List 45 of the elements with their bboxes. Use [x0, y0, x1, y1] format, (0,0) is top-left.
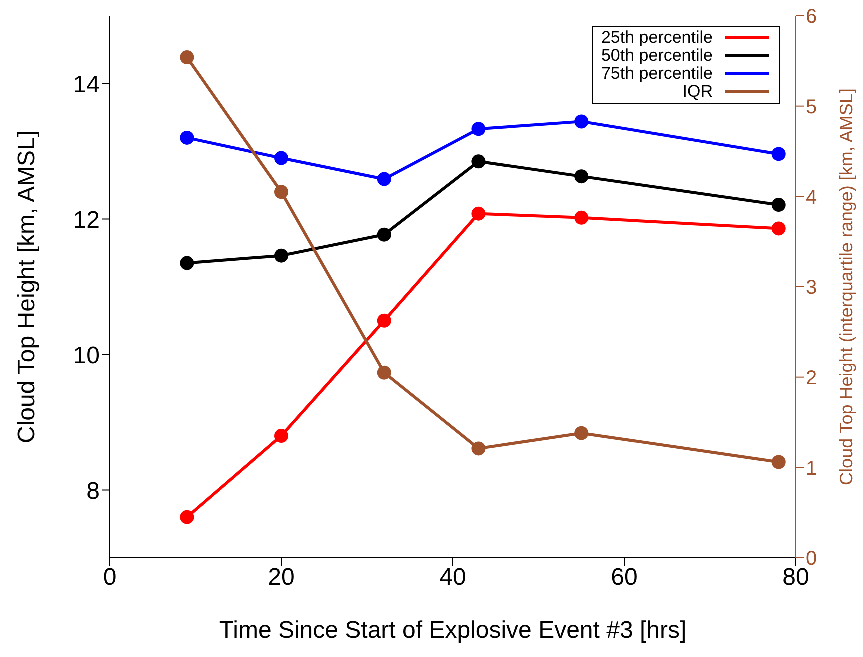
point — [574, 210, 589, 225]
point — [772, 222, 786, 236]
point — [274, 151, 288, 166]
y2-tick-label: 1 — [806, 458, 818, 480]
y2-axis-title: Cloud Top Height (interquartile range) [km, AMSL] — [836, 88, 856, 486]
point — [574, 426, 589, 440]
y2-tick-label: 4 — [806, 186, 818, 209]
legend-label: 50th percentile — [601, 46, 713, 65]
point — [574, 114, 589, 129]
y2-tick-label: 5 — [806, 96, 818, 118]
y-tick-label: 14 — [73, 71, 100, 98]
point — [472, 206, 486, 221]
y2-tick-label: 6 — [806, 6, 818, 28]
point — [180, 130, 194, 145]
point — [772, 198, 786, 212]
point — [180, 50, 194, 65]
point — [472, 442, 486, 456]
point — [377, 314, 392, 328]
y-tick-label: 10 — [73, 342, 100, 370]
point — [274, 185, 288, 200]
legend-label: 25th percentile — [601, 28, 713, 47]
point — [377, 366, 392, 380]
point — [377, 172, 392, 186]
x-tick-label: 20 — [268, 564, 295, 592]
y2-tick-label: 2 — [806, 367, 818, 390]
y2-tick-label: 3 — [806, 277, 818, 300]
legend-label: 75th percentile — [601, 64, 713, 83]
point — [472, 154, 486, 169]
x-tick-label: 0 — [103, 564, 117, 592]
point — [772, 147, 786, 162]
point — [772, 455, 786, 470]
point — [472, 122, 486, 136]
point — [180, 256, 194, 270]
legend-label: IQR — [682, 82, 713, 101]
point — [274, 248, 288, 263]
x-axis-title: Time Since Start of Explosive Event #3 [hrs] — [219, 617, 687, 644]
point — [377, 228, 392, 242]
point — [574, 170, 589, 184]
x-tick-label: 60 — [611, 564, 638, 592]
point — [180, 510, 194, 524]
y-tick-label: 8 — [86, 478, 100, 505]
y-axis-title: Cloud Top Height [km, AMSL] — [14, 130, 41, 444]
point — [274, 429, 288, 444]
x-tick-label: 40 — [440, 564, 466, 592]
y-tick-label: 12 — [73, 206, 100, 234]
